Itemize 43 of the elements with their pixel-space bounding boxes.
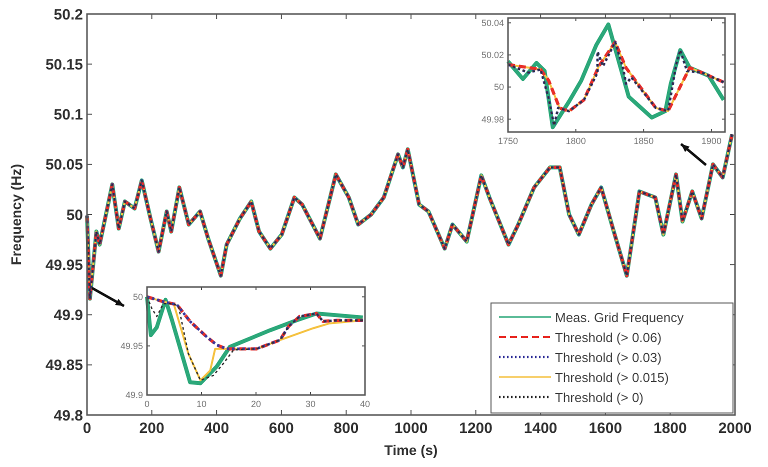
y-tick-label: 50.05 [45, 156, 83, 174]
x-tick-label: 800 [334, 420, 359, 437]
y-tick-label: 50 [132, 292, 143, 302]
x-tick-label: 1600 [588, 420, 622, 437]
legend-label: Meas. Grid Frequency [555, 310, 684, 325]
x-tick-label: 600 [268, 420, 294, 437]
legend-label: Threshold (> 0) [555, 390, 644, 405]
y-tick-label: 50.02 [481, 50, 504, 60]
y-tick-label: 49.95 [45, 256, 83, 274]
y-tick-label: 49.9 [125, 390, 143, 400]
x-tick-label: 1800 [566, 136, 586, 146]
y-tick-label: 50.2 [54, 6, 83, 24]
x-tick-label: 40 [360, 399, 370, 409]
y-axis-title: Frequency (Hz) [8, 164, 24, 266]
y-tick-label: 50.1 [54, 106, 83, 124]
x-tick-label: 1900 [701, 136, 722, 146]
y-tick-label: 49.85 [45, 357, 83, 374]
legend-label: Threshold (> 0.03) [555, 350, 662, 365]
x-tick-label: 1850 [634, 136, 654, 146]
legend-label: Threshold (> 0.06) [555, 330, 662, 345]
x-tick-label: 1000 [394, 420, 428, 437]
x-tick-label: 400 [204, 420, 230, 437]
legend-label: Threshold (> 0.015) [555, 370, 669, 385]
x-tick-label: 1800 [654, 420, 687, 437]
x-tick-label: 10 [196, 399, 207, 409]
y-tick-label: 50 [66, 206, 83, 224]
y-tick-label: 49.9 [54, 307, 83, 324]
y-tick-label: 49.8 [54, 407, 83, 424]
y-tick-label: 50.04 [481, 18, 504, 28]
y-tick-label: 49.95 [120, 341, 143, 352]
x-tick-label: 200 [139, 420, 164, 437]
x-tick-label: 0 [82, 420, 92, 437]
x-tick-label: 1400 [524, 420, 558, 437]
x-axis-title: Time (s) [384, 442, 438, 458]
y-tick-label: 49.98 [481, 114, 504, 124]
x-tick-label: 20 [250, 399, 262, 409]
x-tick-label: 2000 [718, 420, 752, 437]
x-tick-label: 1750 [498, 136, 518, 146]
x-tick-label: 30 [305, 399, 316, 409]
y-tick-label: 50 [494, 82, 504, 92]
y-tick-label: 50.15 [45, 56, 83, 74]
x-tick-label: 1200 [459, 420, 492, 437]
x-tick-label: 0 [144, 399, 150, 409]
